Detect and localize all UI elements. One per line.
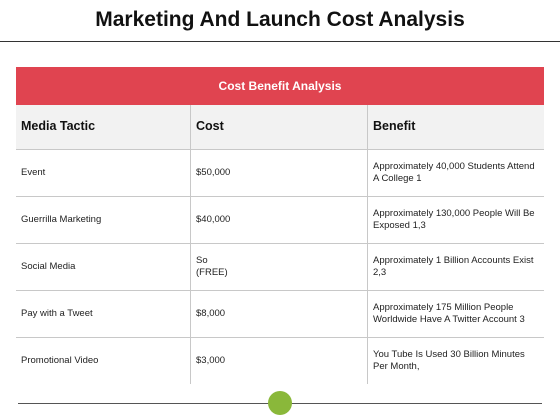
cost-cell: $50,000 [191, 150, 368, 196]
footer-dot-icon [268, 391, 292, 415]
table-row: Social Media So (FREE) Approximately 1 B… [16, 244, 544, 291]
slide-title: Marketing And Launch Cost Analysis [95, 8, 465, 31]
benefit-cell: You Tube Is Used 30 Billion Minutes Per … [373, 349, 525, 372]
tactic-cell: Event [16, 150, 191, 196]
table-header-row: Media Tactic Cost Benefit [16, 105, 544, 150]
cost-cell: $40,000 [191, 197, 368, 243]
cost-benefit-table: Cost Benefit Analysis Media Tactic Cost … [16, 67, 544, 384]
tactic-cell: Social Media [16, 244, 191, 290]
benefit-cell: Approximately 1 Billion Accounts Exist 2… [373, 255, 534, 278]
table-row: Guerrilla Marketing $40,000 Approximatel… [16, 197, 544, 244]
header-benefit: Benefit [373, 119, 416, 134]
table-row: Pay with a Tweet $8,000 Approximately 17… [16, 291, 544, 338]
cost-cell: $8,000 [191, 291, 368, 337]
benefit-cell: Approximately 40,000 Students Attend A C… [373, 161, 535, 184]
benefit-cell: Approximately 175 Million People Worldwi… [373, 302, 525, 325]
header-media-tactic: Media Tactic [16, 105, 191, 149]
cost-cell: $3,000 [191, 338, 368, 384]
title-divider [0, 41, 560, 42]
benefit-cell: Approximately 130,000 People Will Be Exp… [373, 208, 535, 231]
tactic-cell: Pay with a Tweet [16, 291, 191, 337]
header-cost: Cost [191, 105, 368, 149]
table-row: Event $50,000 Approximately 40,000 Stude… [16, 150, 544, 197]
tactic-cell: Guerrilla Marketing [16, 197, 191, 243]
tactic-cell: Promotional Video [16, 338, 191, 384]
table-row: Promotional Video $3,000 You Tube Is Use… [16, 338, 544, 384]
table-banner: Cost Benefit Analysis [16, 67, 544, 105]
cost-cell: So (FREE) [191, 244, 368, 290]
